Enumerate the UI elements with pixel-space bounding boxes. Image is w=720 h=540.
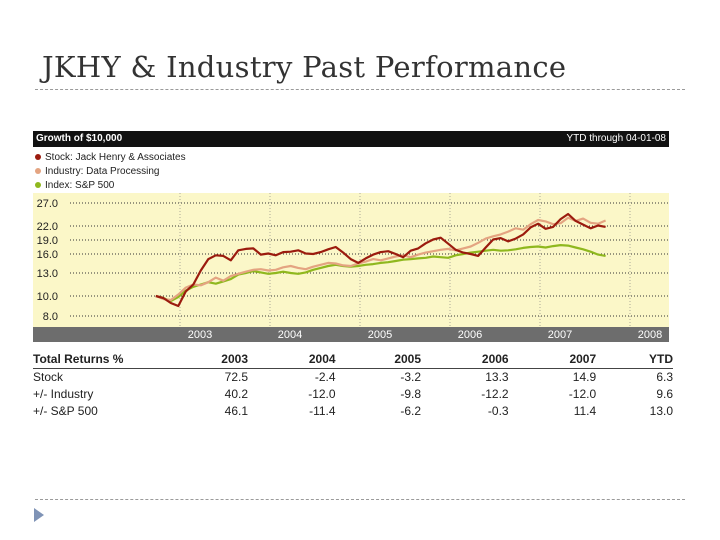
slide-title: JKHY & Industry Past Performance bbox=[42, 50, 567, 84]
row-label: Stock bbox=[33, 370, 64, 384]
bullet-arrow-icon bbox=[34, 508, 44, 522]
legend-item-stock: Stock: Jack Henry & Associates bbox=[33, 151, 186, 165]
table-header-cell: Total Returns % bbox=[33, 351, 153, 369]
legend-item-industry: Industry: Data Processing bbox=[33, 165, 186, 179]
table-header-cell: 2003 bbox=[153, 351, 248, 369]
y-tick-label: 19.0 bbox=[37, 235, 58, 247]
x-tick-label: 2003 bbox=[188, 329, 212, 341]
table-cell: -12.0 bbox=[568, 387, 597, 401]
table-cell: -0.3 bbox=[487, 404, 509, 418]
x-tick-label: 2007 bbox=[548, 329, 572, 341]
table-header-cell: 2007 bbox=[508, 351, 597, 369]
y-tick-label: 10.0 bbox=[37, 291, 58, 303]
legend-dot-industry bbox=[35, 168, 41, 175]
table-cell: 46.1 bbox=[224, 404, 248, 418]
row-label: +/- Industry bbox=[33, 387, 94, 401]
series-line-industry bbox=[155, 216, 607, 302]
table-header-row: Total Returns % 2003 2004 2005 2006 2007… bbox=[33, 351, 673, 369]
table-cell: -11.4 bbox=[309, 404, 336, 418]
title-divider bbox=[35, 89, 685, 90]
table-cell: -12.2 bbox=[481, 387, 509, 401]
x-tick-label: 2008 bbox=[638, 329, 662, 341]
table-row: Stock 72.5 -2.4 -3.2 13.3 14.9 6.3 bbox=[33, 369, 673, 387]
chart-subtitle: YTD through 04-01-08 bbox=[566, 133, 666, 144]
table-cell: 14.9 bbox=[572, 370, 597, 384]
table-cell: 6.3 bbox=[656, 370, 673, 384]
x-tick-label: 2006 bbox=[458, 329, 482, 341]
table-cell: -2.4 bbox=[314, 370, 336, 384]
table-header-cell: 2004 bbox=[248, 351, 336, 369]
table-cell: 13.0 bbox=[649, 404, 673, 418]
table-cell: -6.2 bbox=[400, 404, 422, 418]
footer-divider bbox=[35, 499, 685, 500]
legend-item-index: Index: S&P 500 bbox=[33, 179, 186, 193]
series-line-index bbox=[155, 244, 606, 303]
legend-label-stock: Stock: Jack Henry & Associates bbox=[45, 152, 186, 163]
table-cell: 11.4 bbox=[573, 404, 597, 418]
table-cell: 72.5 bbox=[224, 370, 248, 384]
series-line-stock bbox=[155, 212, 606, 308]
x-axis-band bbox=[33, 327, 669, 342]
y-tick-label: 8.0 bbox=[43, 311, 58, 323]
row-label: +/- S&P 500 bbox=[33, 404, 98, 418]
table-cell: 13.3 bbox=[485, 370, 509, 384]
chart-legend: Stock: Jack Henry & Associates Industry:… bbox=[33, 151, 186, 193]
returns-table: Total Returns % 2003 2004 2005 2006 2007… bbox=[33, 351, 673, 420]
y-tick-label: 16.0 bbox=[37, 249, 58, 261]
y-tick-label: 27.0 bbox=[37, 198, 58, 210]
table-cell: -3.2 bbox=[400, 370, 422, 384]
table-cell: 9.6 bbox=[656, 387, 673, 401]
table-row: +/- S&P 500 46.1 -11.4 -6.2 -0.3 11.4 13… bbox=[33, 403, 673, 420]
legend-label-industry: Industry: Data Processing bbox=[45, 166, 160, 177]
x-tick-label: 2005 bbox=[368, 329, 392, 341]
table-row: +/- Industry 40.2 -12.0 -9.8 -12.2 -12.0… bbox=[33, 386, 673, 403]
table-header-cell: 2005 bbox=[335, 351, 422, 369]
y-tick-label: 13.0 bbox=[37, 268, 58, 280]
table-cell: -9.8 bbox=[400, 387, 422, 401]
table-header-cell: YTD bbox=[596, 351, 673, 369]
table-header-cell: 2006 bbox=[421, 351, 509, 369]
table-cell: 40.2 bbox=[224, 387, 248, 401]
table-cell: -12.0 bbox=[308, 387, 336, 401]
legend-dot-stock bbox=[35, 154, 41, 161]
legend-dot-index bbox=[35, 182, 41, 189]
legend-label-index: Index: S&P 500 bbox=[45, 180, 115, 191]
chart-header: Growth of $10,000 YTD through 04-01-08 bbox=[33, 131, 669, 147]
x-tick-label: 2004 bbox=[278, 329, 302, 341]
chart-title: Growth of $10,000 bbox=[36, 133, 123, 144]
y-tick-label: 22.0 bbox=[37, 221, 58, 233]
